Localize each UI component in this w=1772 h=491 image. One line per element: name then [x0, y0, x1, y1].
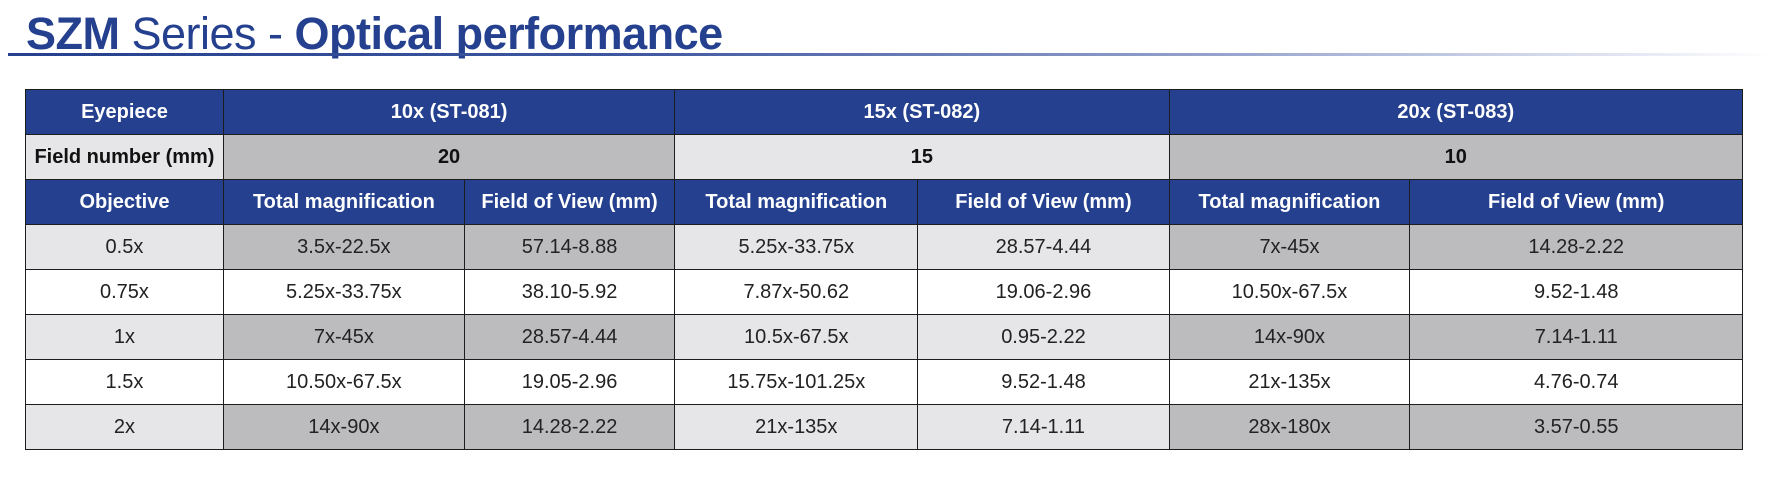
eyepiece-20x: 20x (ST-083)	[1168, 89, 1743, 135]
field-number-15x: 15	[674, 134, 1170, 180]
title-brand: SZM	[26, 8, 120, 59]
field-of-view-cell: 19.05-2.96	[463, 359, 676, 405]
field-of-view-header: Field of View (mm)	[1409, 179, 1743, 225]
title-subject: Optical performance	[294, 8, 724, 59]
total-magnification-cell: 21x-135x	[1168, 359, 1411, 405]
field-of-view-cell: 7.14-1.11	[1409, 314, 1743, 360]
field-number-label: Field number (mm)	[25, 134, 224, 180]
total-magnification-cell: 7.87x-50.62	[674, 269, 919, 315]
optical-performance-table: Eyepiece 10x (ST-081) 15x (ST-082) 20x (…	[25, 89, 1743, 450]
total-magnification-cell: 14x-90x	[1168, 314, 1411, 360]
total-magnification-cell: 5.25x-33.75x	[674, 224, 919, 270]
objective-cell: 0.75x	[25, 269, 224, 315]
field-of-view-cell: 9.52-1.48	[917, 359, 1170, 405]
table-row: 1.5x 10.50x-67.5x 19.05-2.96 15.75x-101.…	[25, 359, 1743, 405]
field-of-view-header: Field of View (mm)	[463, 179, 676, 225]
total-magnification-cell: 21x-135x	[674, 404, 919, 450]
field-of-view-cell: 19.06-2.96	[917, 269, 1170, 315]
field-of-view-cell: 3.57-0.55	[1409, 404, 1743, 450]
total-magnification-cell: 15.75x-101.25x	[674, 359, 919, 405]
field-of-view-cell: 38.10-5.92	[463, 269, 676, 315]
field-of-view-cell: 14.28-2.22	[463, 404, 676, 450]
total-magnification-cell: 10.50x-67.5x	[1168, 269, 1411, 315]
total-magnification-cell: 5.25x-33.75x	[222, 269, 465, 315]
objective-label: Objective	[25, 179, 224, 225]
field-of-view-cell: 28.57-4.44	[917, 224, 1170, 270]
field-of-view-cell: 7.14-1.11	[917, 404, 1170, 450]
field-of-view-cell: 28.57-4.44	[463, 314, 676, 360]
field-number-20x: 10	[1168, 134, 1743, 180]
eyepiece-label: Eyepiece	[25, 89, 224, 135]
total-magnification-header: Total magnification	[222, 179, 465, 225]
page-title: SZM Series - Optical performance	[26, 6, 723, 62]
column-header-row: Objective Total magnification Field of V…	[25, 179, 1743, 225]
total-magnification-cell: 10.50x-67.5x	[222, 359, 465, 405]
field-of-view-cell: 0.95-2.22	[917, 314, 1170, 360]
objective-cell: 2x	[25, 404, 224, 450]
field-of-view-header: Field of View (mm)	[917, 179, 1170, 225]
table-row: 2x 14x-90x 14.28-2.22 21x-135x 7.14-1.11…	[25, 404, 1743, 450]
eyepiece-row: Eyepiece 10x (ST-081) 15x (ST-082) 20x (…	[25, 89, 1743, 135]
total-magnification-cell: 28x-180x	[1168, 404, 1411, 450]
objective-cell: 1.5x	[25, 359, 224, 405]
field-number-10x: 20	[222, 134, 676, 180]
total-magnification-cell: 7x-45x	[1168, 224, 1411, 270]
field-of-view-cell: 14.28-2.22	[1409, 224, 1743, 270]
title-underline	[8, 53, 1772, 56]
objective-cell: 0.5x	[25, 224, 224, 270]
eyepiece-15x: 15x (ST-082)	[674, 89, 1170, 135]
field-number-row: Field number (mm) 20 15 10	[25, 134, 1743, 180]
total-magnification-cell: 3.5x-22.5x	[222, 224, 465, 270]
eyepiece-10x: 10x (ST-081)	[222, 89, 676, 135]
total-magnification-header: Total magnification	[674, 179, 919, 225]
title-series: Series -	[119, 8, 295, 59]
field-of-view-cell: 4.76-0.74	[1409, 359, 1743, 405]
total-magnification-cell: 14x-90x	[222, 404, 465, 450]
field-of-view-cell: 9.52-1.48	[1409, 269, 1743, 315]
total-magnification-header: Total magnification	[1168, 179, 1411, 225]
total-magnification-cell: 10.5x-67.5x	[674, 314, 919, 360]
total-magnification-cell: 7x-45x	[222, 314, 465, 360]
table-row: 1x 7x-45x 28.57-4.44 10.5x-67.5x 0.95-2.…	[25, 314, 1743, 360]
objective-cell: 1x	[25, 314, 224, 360]
table-row: 0.5x 3.5x-22.5x 57.14-8.88 5.25x-33.75x …	[25, 224, 1743, 270]
table-row: 0.75x 5.25x-33.75x 38.10-5.92 7.87x-50.6…	[25, 269, 1743, 315]
field-of-view-cell: 57.14-8.88	[463, 224, 676, 270]
